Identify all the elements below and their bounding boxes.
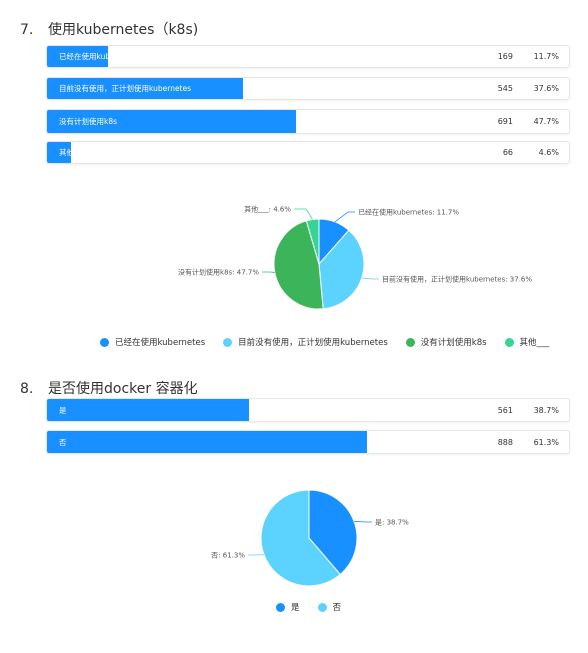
legend-swatch xyxy=(100,337,109,347)
pie-leader-line xyxy=(361,277,379,280)
legend-swatch xyxy=(276,602,285,612)
pie-slice-label: 否: 61.3% xyxy=(211,552,245,560)
pie-slice-label: 没有计划使用k8s: 47.7% xyxy=(178,268,259,277)
pie-slice xyxy=(305,218,320,265)
bar-count: 691 xyxy=(497,117,513,126)
legend-label: 否 xyxy=(332,603,342,613)
bar-category-label: 其他___ xyxy=(59,148,86,157)
pie-leader-line xyxy=(294,208,313,220)
legend-item[interactable]: 没有计划使用k8s xyxy=(405,336,487,348)
bar-count: 888 xyxy=(497,437,513,447)
legend-item[interactable]: 否 xyxy=(317,601,342,613)
pie-slice xyxy=(318,229,365,310)
bar xyxy=(47,431,367,453)
bar-row: 是 561 38.7% xyxy=(46,398,570,422)
bar-row: 目前没有使用，正计划使用kubernetes 545 37.6% xyxy=(46,77,570,100)
pie-chart-q8: 是: 38.7% 否: 61.3% xyxy=(211,489,409,587)
bar-row: 没有计划使用k8s 691 47.7% xyxy=(46,109,570,134)
legend-item[interactable]: 其他___ xyxy=(504,336,550,348)
bar-category-label: 已经在使用kubernetes xyxy=(59,52,139,61)
bar-category-label: 目前没有使用，正计划使用kubernetes xyxy=(59,84,192,93)
bar xyxy=(47,46,109,67)
pie-slice-label: 已经在使用kubernetes: 11.7% xyxy=(358,208,459,217)
legend-swatch xyxy=(405,337,415,347)
bar-count: 545 xyxy=(497,84,513,93)
pie-slice xyxy=(308,489,358,576)
bar-percent: 4.6% xyxy=(538,148,559,157)
question-number: 8. xyxy=(20,381,34,397)
bar-category-label: 没有计划使用k8s xyxy=(59,117,118,126)
bar xyxy=(47,142,71,163)
bar-category-label: 否 xyxy=(59,437,67,447)
question-text: 是否使用docker 容器化 xyxy=(48,381,198,397)
bar xyxy=(47,110,296,133)
bar xyxy=(47,399,249,421)
bar-percent: 47.7% xyxy=(533,117,559,126)
question-text: 使用kubernetes（k8s) xyxy=(48,22,199,38)
legend-label: 是 xyxy=(291,603,300,613)
legend-q8: 是否 xyxy=(276,601,359,613)
legend-label: 已经在使用kubernetes xyxy=(115,338,206,348)
pie-leader-line xyxy=(334,211,355,223)
pie-slice-label: 是: 38.7% xyxy=(375,519,409,527)
question-number: 7. xyxy=(20,22,34,38)
bar-count: 561 xyxy=(497,405,513,415)
legend-swatch xyxy=(317,602,327,612)
bar-count: 169 xyxy=(497,52,513,61)
legend-label: 没有计划使用k8s xyxy=(420,338,487,348)
bar-row: 否 888 61.3% xyxy=(46,430,570,454)
bar-category-label: 是 xyxy=(59,405,67,415)
legend-swatch xyxy=(504,337,514,347)
question-8-title: 8. 是否使用docker 容器化 xyxy=(20,378,198,398)
legend-item[interactable]: 目前没有使用，正计划使用kubernetes xyxy=(223,336,388,348)
bar-row: 其他___ 66 4.6% xyxy=(46,141,570,164)
legend-label: 目前没有使用，正计划使用kubernetes xyxy=(238,338,388,348)
legend-label: 其他___ xyxy=(519,338,550,348)
bar xyxy=(47,78,244,99)
pie-slice xyxy=(260,489,341,587)
pie-slice-label: 目前没有使用，正计划使用kubernetes: 37.6% xyxy=(382,275,532,284)
pie-leader-line xyxy=(353,520,372,523)
bar-percent: 61.3% xyxy=(533,437,559,447)
bar-count: 66 xyxy=(502,148,513,157)
bar-percent: 37.6% xyxy=(533,84,559,93)
legend-item[interactable]: 是 xyxy=(276,601,300,613)
bar-row: 已经在使用kubernetes 169 11.7% xyxy=(46,45,570,68)
legend-swatch xyxy=(223,337,233,347)
bar-percent: 38.7% xyxy=(533,405,559,415)
legend-item[interactable]: 已经在使用kubernetes xyxy=(100,336,205,348)
question-7-title: 7. 使用kubernetes（k8s) xyxy=(20,19,198,39)
pie-chart-q7: 已经在使用kubernetes: 11.7% 目前没有使用，正计划使用kubern… xyxy=(178,205,532,310)
legend-q7: 已经在使用kubernetes 目前没有使用，正计划使用kubernetes 没有计… xyxy=(100,336,567,348)
bar-percent: 11.7% xyxy=(533,52,559,61)
pie-slice-label: 其他___: 4.6% xyxy=(244,205,291,214)
